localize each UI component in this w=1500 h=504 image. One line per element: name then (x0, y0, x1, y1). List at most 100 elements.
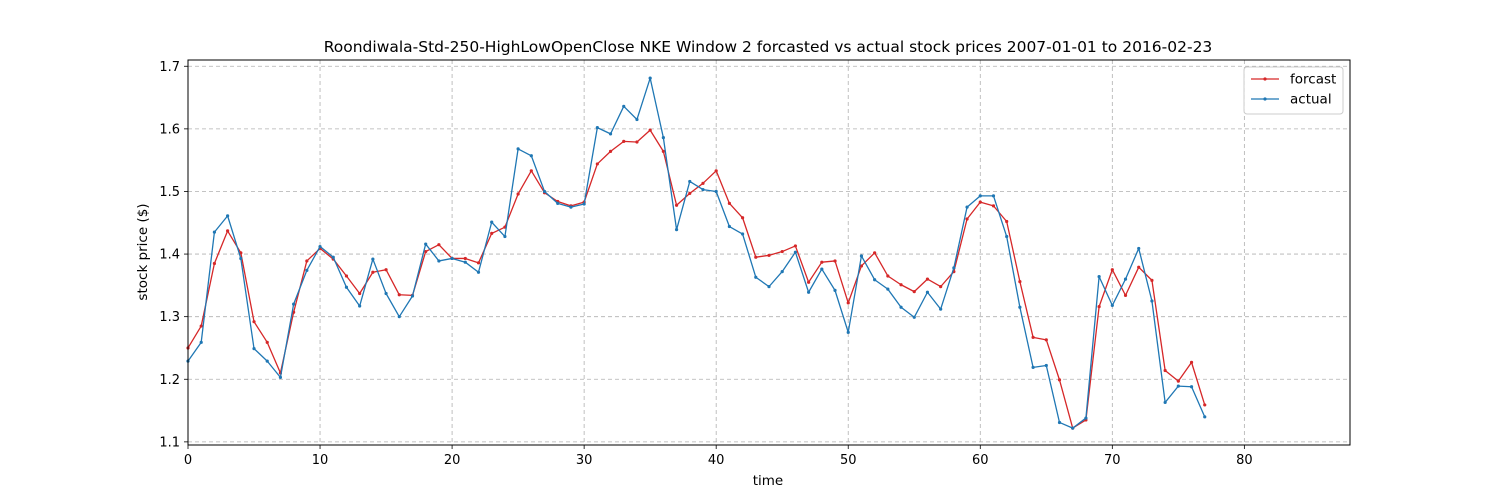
data-point-forcast (397, 293, 401, 297)
data-point-forcast (674, 203, 679, 207)
x-tick-label: 10 (312, 453, 329, 468)
data-point-actual (714, 189, 718, 194)
data-point-actual (1057, 420, 1062, 425)
data-point-actual (939, 307, 943, 311)
data-point-actual (437, 259, 441, 263)
data-point-forcast (648, 128, 652, 132)
data-point-forcast (252, 320, 256, 324)
data-point-forcast (912, 290, 916, 294)
data-point-actual (516, 147, 520, 151)
y-tick-label: 1.5 (159, 185, 180, 200)
data-point-forcast (424, 249, 428, 254)
data-point-actual (727, 224, 731, 229)
legend-label-actual: actual (1290, 92, 1332, 108)
data-point-actual (463, 260, 467, 264)
x-tick-label: 70 (1104, 453, 1121, 468)
data-point-forcast (899, 283, 903, 287)
x-tick-label: 40 (708, 453, 725, 468)
x-tick-label: 0 (184, 453, 192, 468)
data-point-forcast (1031, 335, 1035, 339)
data-point-forcast (793, 244, 798, 248)
x-axis-label: time (753, 473, 784, 489)
data-point-actual (252, 346, 256, 351)
axis-ticks: 0 10 20 30 40 50 60 70 80 1.1 1.2 1.3 1.4 1.5 1.6 1.7 (159, 60, 1252, 468)
series-line-forcast (187, 129, 1206, 429)
x-tick-label: 50 (840, 453, 857, 468)
data-point-actual (873, 278, 877, 282)
data-point-forcast (608, 149, 613, 153)
data-point-forcast (1150, 278, 1154, 282)
y-axis-label: stock price ($) (135, 203, 151, 300)
data-point-forcast (846, 301, 850, 305)
plot-frame (187, 59, 1351, 446)
data-point-actual (1189, 385, 1194, 389)
data-point-actual (912, 315, 916, 319)
data-point-actual (648, 76, 652, 80)
x-tick-label: 80 (1236, 453, 1253, 468)
data-point-forcast (239, 251, 243, 255)
data-point-forcast (714, 169, 718, 173)
data-point-actual (1150, 299, 1154, 303)
data-point-actual (410, 294, 415, 298)
data-point-actual (1097, 275, 1101, 279)
data-point-forcast (1005, 219, 1009, 224)
data-point-forcast (344, 274, 349, 278)
data-point-forcast (1097, 305, 1101, 309)
data-point-forcast (1189, 360, 1194, 364)
data-point-actual (556, 201, 560, 205)
data-point-forcast (1203, 403, 1207, 407)
data-point-actual (846, 330, 850, 334)
data-point-actual (318, 244, 322, 249)
data-point-forcast (199, 324, 203, 328)
data-point-forcast (925, 277, 930, 281)
legend-marker-actual (1263, 97, 1267, 101)
data-point-forcast (476, 261, 481, 265)
data-point-forcast (265, 340, 269, 344)
data-point-actual (1110, 303, 1114, 307)
y-tick-label: 1.1 (159, 435, 180, 450)
data-point-forcast (212, 261, 217, 266)
data-point-forcast (529, 169, 533, 173)
data-point-forcast (1018, 280, 1022, 284)
data-point-actual (569, 205, 573, 209)
data-point-forcast (226, 229, 230, 233)
data-point-actual (331, 255, 335, 259)
data-point-actual (529, 154, 533, 158)
data-point-actual (965, 205, 969, 209)
x-tick-label: 30 (576, 453, 593, 468)
data-point-actual (595, 126, 599, 130)
data-point-forcast (886, 274, 890, 278)
data-point-forcast (873, 251, 877, 255)
data-point-actual (688, 179, 692, 184)
data-point-actual (1163, 400, 1167, 405)
data-point-actual (925, 290, 930, 294)
data-point-forcast (371, 270, 375, 274)
data-point-actual (344, 285, 349, 289)
data-point-forcast (965, 217, 969, 221)
y-tick-label: 1.3 (159, 310, 180, 325)
data-point-actual (622, 104, 626, 108)
data-point-actual (807, 290, 811, 294)
data-point-actual (608, 132, 613, 136)
data-point-forcast (820, 260, 824, 264)
series-line-actual (187, 77, 1206, 429)
data-point-actual (820, 267, 824, 271)
data-point-actual (239, 256, 243, 261)
data-point-actual (899, 305, 903, 309)
data-point-actual (1123, 277, 1128, 281)
data-point-forcast (1163, 368, 1167, 373)
data-point-forcast (305, 259, 309, 263)
data-point-forcast (490, 231, 494, 236)
legend-label-forcast: forcast (1290, 72, 1336, 88)
data-point-actual (793, 250, 798, 254)
data-point-forcast (767, 253, 771, 257)
grid-lines (187, 60, 1350, 445)
data-point-actual (384, 291, 388, 296)
data-point-actual (859, 254, 864, 258)
data-point-forcast (635, 140, 639, 144)
data-point-actual (1137, 246, 1141, 251)
data-point-actual (952, 266, 956, 270)
data-point-actual (278, 375, 283, 379)
data-point-forcast (1176, 379, 1180, 383)
data-point-forcast (1057, 378, 1062, 382)
